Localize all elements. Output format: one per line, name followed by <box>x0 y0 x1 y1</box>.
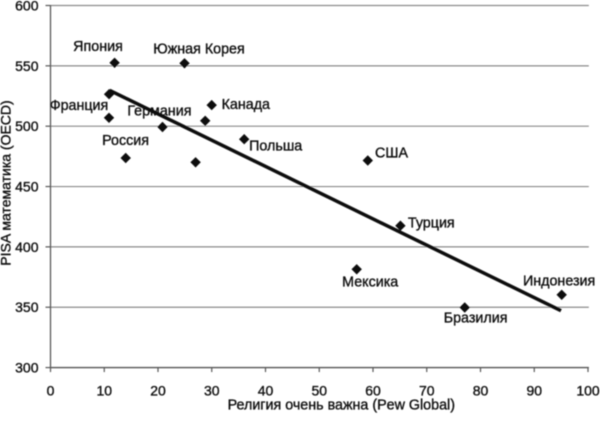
svg-text:Турция: Турция <box>408 216 455 232</box>
svg-text:20: 20 <box>150 382 166 398</box>
svg-text:40: 40 <box>258 382 274 398</box>
svg-text:80: 80 <box>473 382 489 398</box>
svg-text:Германия: Германия <box>127 103 191 119</box>
svg-text:Польша: Польша <box>249 139 302 155</box>
svg-text:400: 400 <box>15 239 39 255</box>
svg-text:90: 90 <box>526 382 542 398</box>
svg-text:Индонезия: Индонезия <box>523 274 595 290</box>
svg-text:Канада: Канада <box>222 97 270 113</box>
svg-text:50: 50 <box>311 382 327 398</box>
svg-text:600: 600 <box>15 0 39 14</box>
svg-text:Франция: Франция <box>50 98 109 114</box>
svg-text:Южная Корея: Южная Корея <box>153 41 245 57</box>
svg-text:500: 500 <box>15 118 39 134</box>
svg-text:350: 350 <box>15 299 39 315</box>
svg-text:100: 100 <box>576 382 600 398</box>
svg-text:70: 70 <box>419 382 435 398</box>
svg-text:0: 0 <box>47 382 55 398</box>
svg-text:США: США <box>375 146 408 162</box>
svg-text:Россия: Россия <box>102 133 149 149</box>
svg-text:Бразилия: Бразилия <box>444 311 508 327</box>
svg-text:450: 450 <box>15 179 39 195</box>
svg-text:60: 60 <box>365 382 381 398</box>
svg-text:Мексика: Мексика <box>342 275 398 291</box>
svg-text:550: 550 <box>15 58 39 74</box>
svg-text:Религия очень важна (Pew Globa: Религия очень важна (Pew Global) <box>228 397 455 413</box>
svg-text:300: 300 <box>15 360 39 376</box>
svg-text:PISA математика (OECD): PISA математика (OECD) <box>0 100 14 265</box>
svg-text:10: 10 <box>96 382 112 398</box>
svg-text:30: 30 <box>204 382 220 398</box>
svg-text:Япония: Япония <box>73 39 123 55</box>
